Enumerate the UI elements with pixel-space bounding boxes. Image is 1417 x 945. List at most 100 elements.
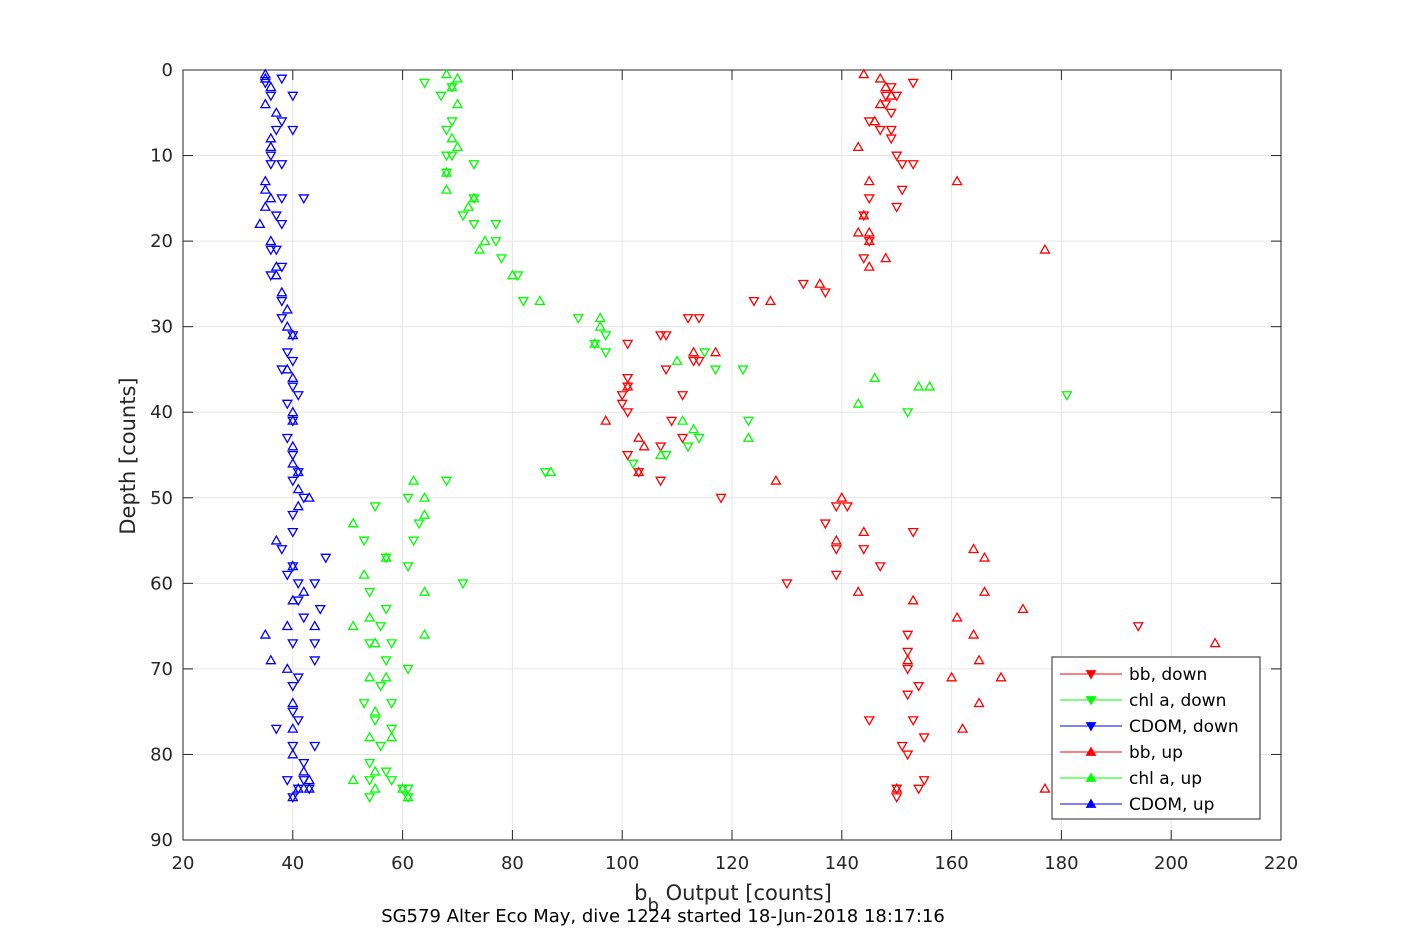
data-point (671, 355, 683, 365)
data-point (622, 408, 634, 419)
data-point (830, 502, 842, 513)
data-point (715, 493, 727, 504)
data-point (885, 89, 897, 100)
data-point (1061, 391, 1073, 401)
data-point (309, 639, 321, 650)
data-point (951, 175, 963, 186)
data-point (418, 509, 431, 519)
legend-marker (1085, 746, 1097, 756)
data-point (287, 125, 299, 136)
data-point (369, 705, 381, 716)
data-point (265, 245, 277, 256)
data-point (896, 185, 908, 196)
data-point (451, 141, 464, 152)
data-point (852, 226, 864, 237)
data-point (907, 527, 919, 538)
data-point (287, 329, 299, 340)
data-point (298, 586, 310, 596)
data-point (956, 722, 969, 733)
data-point (852, 397, 864, 408)
data-point (287, 440, 299, 451)
data-point (265, 132, 277, 143)
data-point (281, 320, 293, 331)
data-point (254, 218, 266, 229)
data-point (364, 731, 376, 742)
data-point (292, 466, 304, 477)
data-point (287, 560, 299, 571)
data-point (281, 363, 293, 374)
data-point (259, 628, 271, 639)
data-point (281, 399, 293, 410)
data-point (655, 331, 667, 342)
data-point (270, 245, 282, 256)
data-point (633, 432, 645, 442)
data-point (858, 526, 870, 537)
data-point (891, 151, 903, 162)
data-point (945, 671, 958, 682)
data-point (309, 741, 321, 752)
legend: bb, down chl a, down CDOM, down bb, up chl a… (1051, 656, 1261, 820)
data-point (874, 125, 886, 136)
data-point (451, 72, 464, 83)
y-tick-label: 90 (150, 830, 173, 851)
data-point (918, 733, 930, 744)
data-point (902, 750, 914, 761)
data-point (298, 758, 310, 769)
data-point (907, 78, 919, 89)
data-point (468, 192, 480, 203)
data-point (364, 758, 376, 769)
data-point (655, 442, 667, 453)
data-point (287, 414, 299, 425)
data-point (358, 536, 370, 547)
plot-frame (182, 69, 1282, 841)
data-point (770, 474, 782, 485)
data-point (572, 314, 584, 324)
data-point (418, 586, 431, 596)
data-point (858, 68, 870, 79)
data-point (292, 483, 304, 494)
data-point (885, 134, 897, 145)
data-point (281, 348, 293, 359)
data-point (292, 391, 304, 401)
axes (182, 69, 1282, 841)
data-point (440, 151, 453, 162)
data-point (858, 545, 870, 555)
data-point (287, 748, 299, 759)
data-point (259, 98, 271, 109)
data-point (907, 716, 919, 727)
data-point (292, 579, 304, 590)
data-point (287, 382, 299, 393)
x-tick-label: 100 (605, 853, 639, 874)
data-point (287, 697, 299, 708)
data-point (830, 545, 842, 555)
data-point (622, 373, 634, 384)
data-point (506, 269, 519, 280)
data-point (413, 519, 425, 530)
data-point (446, 151, 458, 162)
data-point (292, 673, 304, 684)
data-point (545, 466, 557, 477)
x-tick-label: 200 (1154, 853, 1188, 874)
data-point (292, 716, 304, 727)
data-point (830, 534, 842, 545)
data-point (276, 74, 288, 85)
data-point (407, 474, 420, 485)
data-point (309, 620, 321, 631)
data-point (902, 630, 914, 641)
x-tick-label: 80 (501, 853, 524, 874)
legend-entry-label: bb, up (1129, 743, 1183, 763)
data-point (259, 68, 271, 79)
data-point (638, 440, 650, 451)
data-point (891, 202, 903, 213)
data-point (265, 141, 277, 152)
data-point (830, 570, 842, 581)
data-point (358, 699, 370, 709)
legend-box (1051, 656, 1261, 820)
data-point (281, 663, 293, 673)
data-point (863, 260, 875, 271)
x-tick-label: 140 (825, 853, 859, 874)
data-point (797, 279, 809, 290)
data-point (281, 303, 293, 314)
data-point (1017, 603, 1029, 614)
series-bb-up (600, 68, 1221, 793)
